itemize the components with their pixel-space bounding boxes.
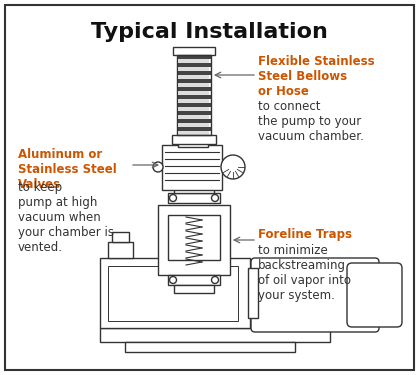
Bar <box>177 103 211 107</box>
Bar <box>177 87 211 92</box>
Bar <box>179 92 209 95</box>
Bar <box>173 47 215 55</box>
Circle shape <box>200 137 206 143</box>
Bar <box>125 342 295 352</box>
Circle shape <box>221 155 245 179</box>
Bar <box>177 71 211 75</box>
Bar <box>174 185 214 193</box>
Bar <box>108 266 238 321</box>
Circle shape <box>212 195 218 201</box>
Circle shape <box>212 276 218 284</box>
Bar <box>172 135 216 144</box>
Bar <box>112 232 129 242</box>
Bar <box>100 328 330 342</box>
Bar <box>179 75 209 79</box>
Bar <box>158 205 230 275</box>
Text: Flexible Stainless
Steel Bellows
or Hose: Flexible Stainless Steel Bellows or Hose <box>258 55 375 98</box>
Bar <box>168 193 220 203</box>
Bar <box>168 215 220 260</box>
Bar <box>177 55 211 59</box>
Bar <box>177 119 211 123</box>
Bar <box>179 99 209 103</box>
Text: Typical Installation: Typical Installation <box>91 22 327 42</box>
Text: to keep
pump at high
vacuum when
your chamber is
vented.: to keep pump at high vacuum when your ch… <box>18 181 114 254</box>
Bar <box>179 131 209 135</box>
Bar <box>248 268 258 318</box>
Bar <box>178 135 208 147</box>
Bar <box>179 68 209 71</box>
Circle shape <box>170 195 176 201</box>
FancyBboxPatch shape <box>347 263 402 327</box>
Bar <box>177 79 211 83</box>
Bar <box>179 83 209 87</box>
Bar <box>177 95 211 99</box>
Bar <box>100 258 250 328</box>
Circle shape <box>153 162 163 172</box>
Text: Foreline Traps: Foreline Traps <box>258 228 352 241</box>
Bar <box>177 111 211 116</box>
Bar <box>179 116 209 119</box>
FancyBboxPatch shape <box>251 258 379 332</box>
Bar <box>179 123 209 127</box>
Text: to connect
the pump to your
vacuum chamber.: to connect the pump to your vacuum chamb… <box>258 100 364 143</box>
Bar <box>179 107 209 111</box>
Bar <box>168 275 220 285</box>
Bar <box>162 145 222 190</box>
Bar <box>179 59 209 63</box>
Bar <box>108 242 133 258</box>
Bar <box>177 127 211 131</box>
Bar <box>177 63 211 68</box>
Text: Aluminum or
Stainless Steel
Valves: Aluminum or Stainless Steel Valves <box>18 148 117 191</box>
Text: to minimize
backstreaming
of oil vapor into
your system.: to minimize backstreaming of oil vapor i… <box>258 244 351 302</box>
Circle shape <box>180 137 186 143</box>
Bar <box>174 285 214 293</box>
Bar <box>177 55 211 135</box>
Circle shape <box>170 276 176 284</box>
